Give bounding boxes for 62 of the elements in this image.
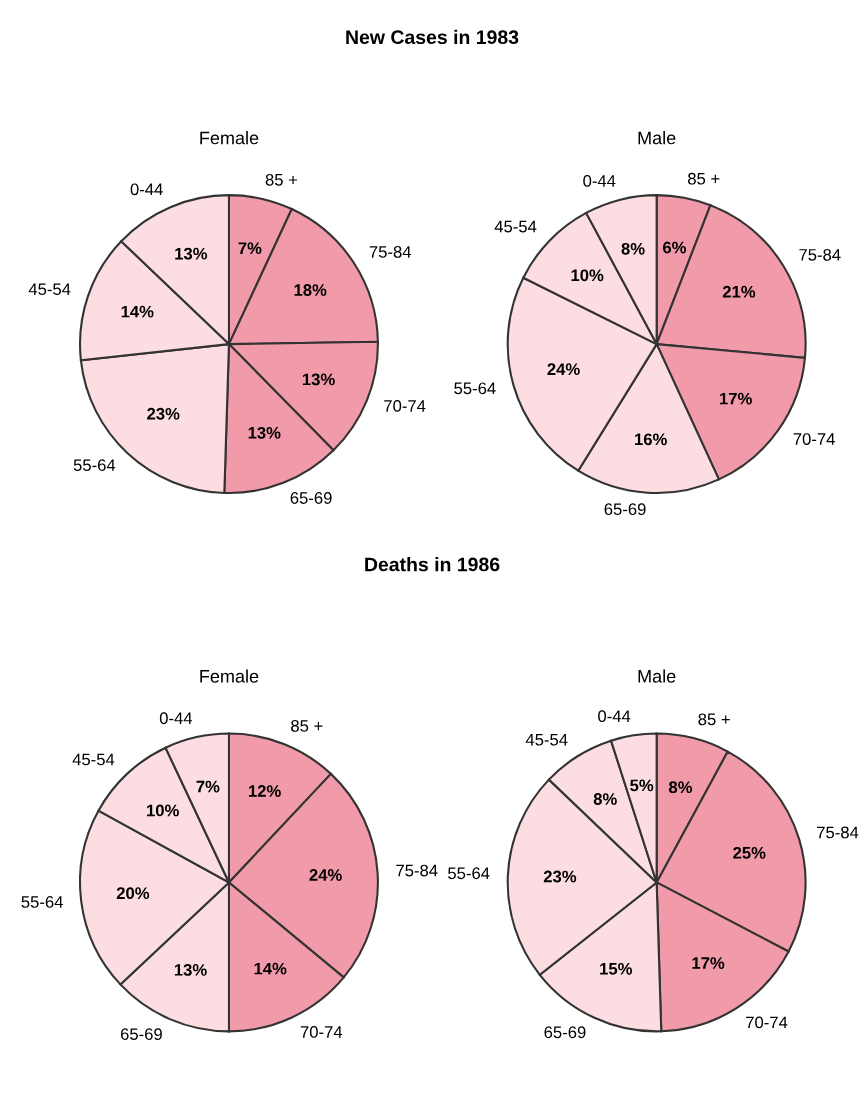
slice-label: 55-64 bbox=[73, 459, 116, 472]
data-label: 8% bbox=[668, 781, 693, 794]
slice-label: 85 + bbox=[265, 173, 298, 186]
slice-label: 70-74 bbox=[793, 433, 835, 445]
data-label: 13% bbox=[302, 373, 335, 386]
slice-label: 55-64 bbox=[448, 867, 490, 880]
slice-label: 45-54 bbox=[72, 753, 115, 766]
slice-label: 85 + bbox=[291, 720, 323, 732]
slice-label: 75-84 bbox=[396, 864, 438, 877]
data-label: 16% bbox=[635, 433, 667, 446]
data-label: 15% bbox=[600, 962, 633, 975]
data-label: 8% bbox=[593, 793, 617, 805]
slice-label: 70-74 bbox=[384, 400, 426, 412]
slice-label: 45-54 bbox=[28, 283, 71, 296]
data-label: 10% bbox=[147, 804, 179, 817]
data-label: 13% bbox=[248, 426, 281, 439]
chart-subtitle: Female bbox=[200, 669, 259, 683]
chart-title: New Cases in 1983 bbox=[346, 29, 519, 45]
data-label: 6% bbox=[662, 241, 687, 254]
data-label: 17% bbox=[720, 392, 752, 405]
data-label: 10% bbox=[571, 269, 604, 282]
slice-label: 75-84 bbox=[369, 245, 412, 258]
slice-label: 65-69 bbox=[604, 503, 646, 516]
slice-label: 65-69 bbox=[120, 1028, 162, 1041]
data-label: 21% bbox=[722, 285, 756, 298]
slice-label: 75-84 bbox=[817, 826, 859, 839]
chart-subtitle: Male bbox=[638, 669, 676, 683]
chart-subtitle: Male bbox=[638, 131, 676, 145]
chart-title: Deaths in 1986 bbox=[365, 557, 500, 572]
slice-label: 0-44 bbox=[159, 712, 193, 725]
data-label: 23% bbox=[543, 870, 577, 883]
data-label: 24% bbox=[309, 869, 342, 881]
data-label: 18% bbox=[294, 284, 327, 296]
slice-label: 55-64 bbox=[454, 382, 496, 395]
data-label: 25% bbox=[733, 846, 766, 859]
data-label: 20% bbox=[116, 887, 150, 900]
slice-label: 65-69 bbox=[544, 1026, 586, 1039]
data-label: 17% bbox=[692, 957, 725, 969]
slice-label: 85 + bbox=[698, 713, 730, 726]
data-label: 23% bbox=[147, 407, 180, 420]
data-label: 7% bbox=[238, 242, 262, 255]
data-label: 7% bbox=[196, 780, 220, 793]
slice-label: 45-54 bbox=[525, 733, 568, 746]
data-label: 12% bbox=[248, 785, 281, 797]
slice-label: 85 + bbox=[688, 172, 720, 185]
data-label: 13% bbox=[174, 963, 207, 976]
slice-label: 0-44 bbox=[583, 175, 616, 187]
slice-label: 65-69 bbox=[290, 492, 332, 504]
data-label: 24% bbox=[547, 363, 580, 376]
data-label: 14% bbox=[121, 305, 154, 318]
slice-label: 55-64 bbox=[21, 896, 63, 908]
slice-label: 70-74 bbox=[300, 1026, 343, 1038]
chart-subtitle: Female bbox=[200, 131, 259, 145]
data-label: 8% bbox=[621, 242, 645, 255]
slice-label: 75-84 bbox=[799, 248, 841, 261]
data-label: 13% bbox=[175, 247, 208, 260]
slice-label: 45-54 bbox=[494, 220, 537, 233]
data-label: 5% bbox=[630, 779, 654, 792]
slice-label: 0-44 bbox=[598, 710, 631, 723]
slice-label: 0-44 bbox=[130, 183, 163, 196]
data-label: 14% bbox=[254, 962, 287, 975]
slice-label: 70-74 bbox=[746, 1016, 788, 1029]
